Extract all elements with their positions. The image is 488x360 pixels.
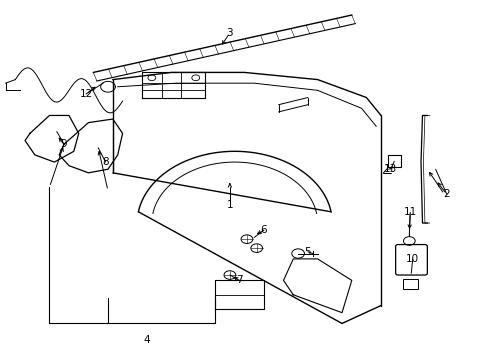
Text: 10: 10 [406, 254, 418, 264]
Bar [402, 279, 417, 289]
Bar [387, 155, 400, 167]
Text: 4: 4 [143, 334, 150, 345]
Text: 7: 7 [236, 275, 243, 285]
Text: 2: 2 [443, 189, 449, 199]
Text: 11: 11 [403, 207, 416, 217]
Text: 9: 9 [61, 139, 67, 149]
Text: 8: 8 [102, 157, 109, 167]
Text: 3: 3 [226, 28, 233, 38]
Text: 13: 13 [384, 164, 397, 174]
Text: 5: 5 [304, 247, 310, 257]
Text: 12: 12 [79, 89, 92, 99]
Text: 6: 6 [260, 225, 267, 235]
Text: 1: 1 [226, 200, 233, 210]
